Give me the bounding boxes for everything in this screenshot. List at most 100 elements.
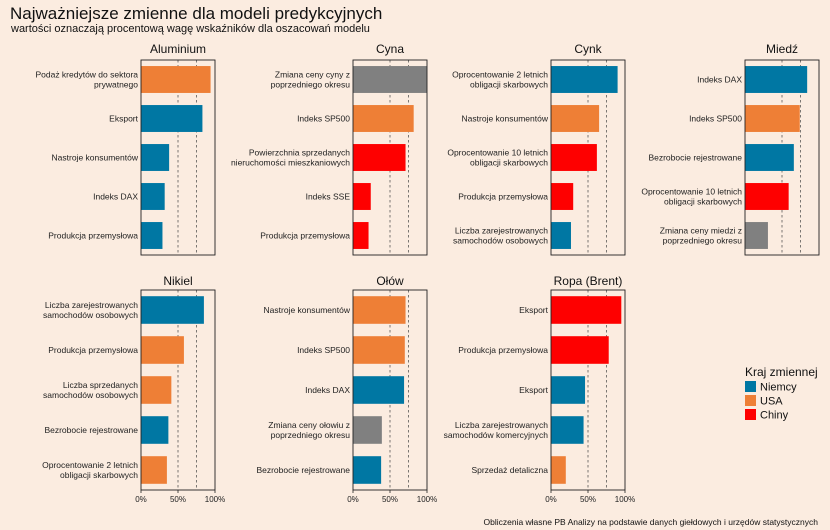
category-label: Nastroje konsumentów [52,153,139,163]
bar [141,105,203,132]
category-label: Liczba zarejestrowanych samochodów osobow… [43,300,138,320]
bar [141,144,170,171]
category-label: Eksport [109,114,138,124]
chart-subtitle: wartości oznaczają procentową wagę wskaź… [10,23,370,35]
category-label: Zmiana ceny cyny z poprzedniego okresu [271,70,351,90]
category-label: Oprocentowanie 10 letnich obligacji skarb… [447,148,548,168]
panel-title: Ołów [376,274,404,288]
x-tick-label: 0% [545,495,557,504]
category-label: Zmiana ceny miedzi z poprzedniego okresu [660,226,742,246]
bar [353,376,405,404]
panel-title: Cynk [574,42,602,56]
category-label: Produkcja przemysłowa [260,231,350,241]
category-label: Produkcja przemysłowa [48,345,138,355]
panel-aluminium: Aluminium Podaż kredytów do sektora prywat… [35,42,216,256]
category-label: Liczba zarejestrowanych samochodów osobow… [453,226,548,246]
bar [745,144,794,171]
bar [141,416,169,444]
legend-swatch-cn [745,409,756,420]
panel-title: Cyna [376,42,404,56]
chart-title: Najważniejsze zmienne dla modeli predykc… [10,4,382,23]
panel-cynk: Cynk Oprocentowanie 2 letnich obligacji sk… [447,42,626,256]
bar [745,105,800,132]
bar [353,336,405,364]
bar [551,66,618,93]
panel-frame [352,59,428,256]
legend-swatch-de [745,381,756,392]
panel-olow: Ołów Nastroje konsumentów Indeks SP500 Inde… [256,274,437,504]
panel-title: Ropa (Brent) [554,274,623,288]
category-label: Indeks SP500 [297,345,350,355]
bar [141,456,167,484]
facet-panels: Aluminium Podaż kredytów do sektora prywat… [35,42,820,504]
bar [141,66,211,93]
category-label: Oprocentowanie 2 letnich obligacji skarbo… [42,460,138,480]
category-label: Bezrobocie rejestrowane [256,465,350,475]
x-tick-label: 50% [170,495,186,504]
category-label: Bezrobocie rejestrowane [648,153,742,163]
bar [551,144,597,171]
panel-title: Miedź [766,42,798,56]
bar [353,416,382,444]
x-tick-label: 100% [615,495,635,504]
panel-nikiel: Nikiel Liczba zarejestrowanych samochodów … [42,274,225,504]
bar [353,296,406,324]
category-label: Bezrobocie rejestrowane [44,425,138,435]
bar [353,66,427,93]
category-label: Liczba sprzedanych samochodów osobowych [43,380,138,400]
panel-cyna: Cyna Zmiana ceny cyny z poprzedniego okres… [231,42,428,256]
category-label: Oprocentowanie 2 letnich obligacji skarbo… [452,70,548,90]
category-label: Produkcja przemysłowa [458,345,548,355]
bar [141,183,165,210]
category-label: Nastroje konsumentów [462,114,549,124]
bar [551,416,584,444]
category-label: Indeks DAX [93,192,138,202]
bar [353,144,406,171]
panel-title: Aluminium [150,42,206,56]
category-label: Zmiana ceny ołowiu z poprzedniego okresu [268,420,350,440]
bar [353,105,414,132]
category-label: Indeks SSE [306,192,351,202]
bar [745,183,789,210]
legend-swatch-us [745,395,756,406]
legend-title: Kraj zmiennej [745,365,818,379]
x-tick-label: 100% [205,495,225,504]
category-label: Produkcja przemysłowa [458,192,548,202]
category-label: Produkcja przemysłowa [48,231,138,241]
bar [353,456,382,484]
category-label: Nastroje konsumentów [264,305,351,315]
bar [551,456,566,484]
legend: Kraj zmiennej Niemcy USA Chiny [745,365,818,422]
x-tick-label: 0% [347,495,359,504]
panel-miedz: Miedź Indeks DAX Indeks SP500 Bezrobocie re… [641,42,820,256]
category-label: Indeks DAX [305,385,350,395]
bar [551,183,574,210]
bar [551,105,600,132]
bar [551,296,622,324]
x-tick-label: 100% [417,495,437,504]
bar [745,66,808,93]
category-label: Indeks SP500 [297,114,350,124]
category-label: Oprocentowanie 10 letnich obligacji skarb… [641,187,742,207]
bar [551,336,609,364]
category-label: Powierzchnia sprzedanych nieruchomości mi… [231,148,350,168]
category-label: Liczba zarejestrowanych samochodów komerc… [444,420,549,440]
bar [745,222,768,249]
legend-label-us: USA [760,396,783,408]
x-tick-label: 50% [580,495,596,504]
panel-frame [744,59,820,256]
bar [141,336,184,364]
bar [353,183,371,210]
panel-frame [550,59,626,256]
panel-frame [140,59,216,256]
category-label: Indeks SP500 [689,114,742,124]
legend-label-cn: Chiny [760,410,789,422]
panel-ropa-brent: Ropa (Brent) Eksport Produkcja przemysłowa… [444,274,636,504]
panel-title: Nikiel [163,274,192,288]
bar [141,296,204,324]
category-label: Eksport [519,385,548,395]
bar [551,376,586,404]
category-label: Eksport [519,305,548,315]
legend-label-de: Niemcy [760,382,797,394]
